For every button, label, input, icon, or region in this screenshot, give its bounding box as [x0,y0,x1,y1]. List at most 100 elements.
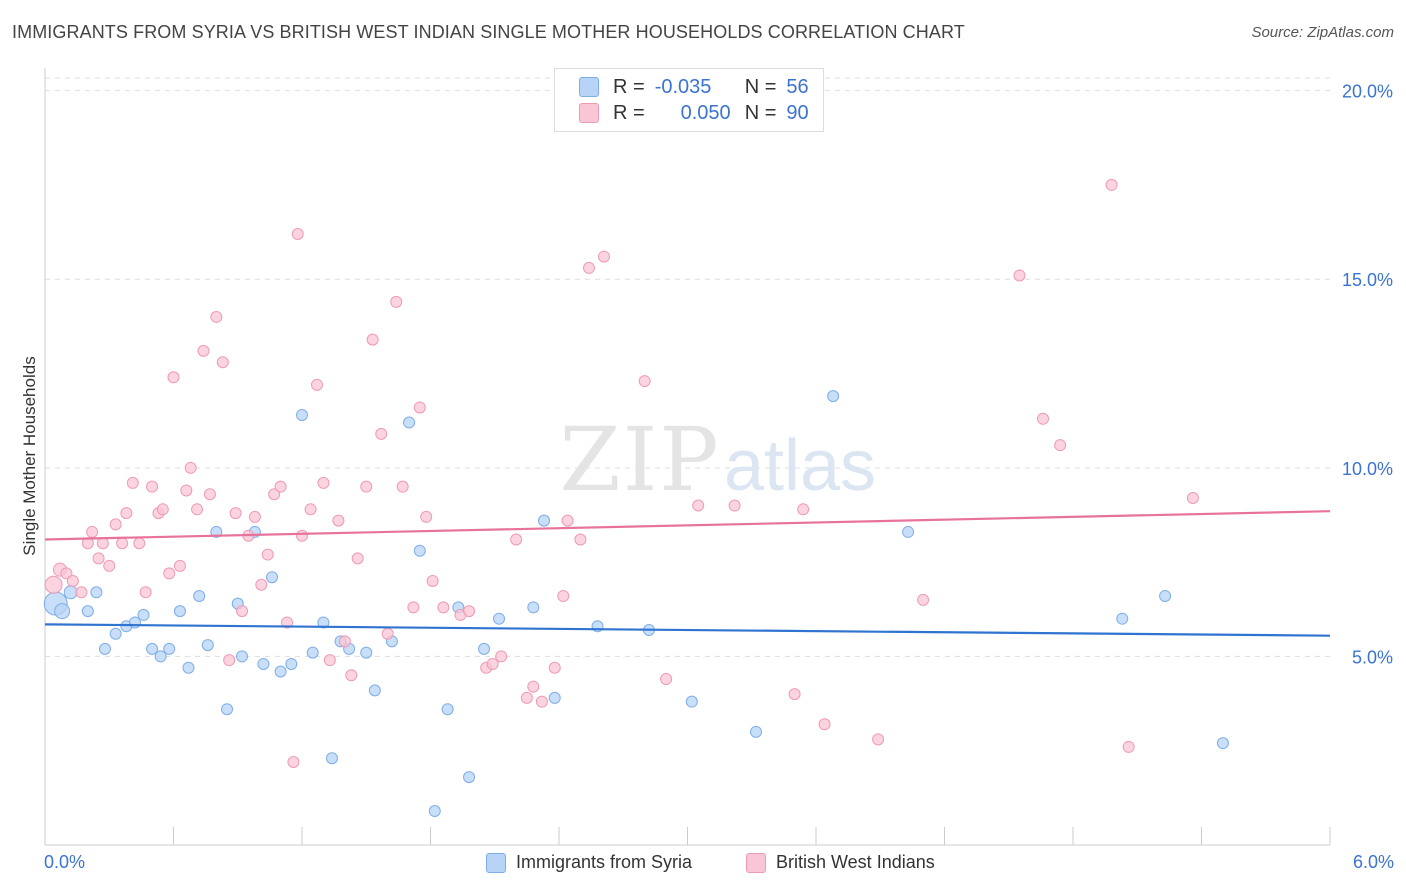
syria-point [1159,590,1172,603]
syria-point [317,616,330,629]
bwi-point [86,525,99,538]
bwi-point [557,590,570,603]
chart-title: IMMIGRANTS FROM SYRIA VS BRITISH WEST IN… [12,22,965,42]
bwi-point [310,378,323,391]
syria-point [296,409,308,422]
bwi-point [75,586,88,599]
bwi-point [520,691,533,704]
syria-point [306,646,319,659]
bwi-point [582,261,595,274]
bwi-point [561,514,574,527]
syria-point [163,642,176,655]
bwi-point [797,503,810,516]
bwi-point [146,480,159,493]
bwi-point [163,567,176,580]
bwi-point [103,559,116,572]
axes [44,68,1331,846]
bwi-point [223,654,236,667]
bwi-point [184,461,197,474]
bwi-point [304,503,317,516]
x-axis-max-label: 6.0% [1352,852,1394,872]
bwi-point [574,533,587,546]
syria-point [368,684,381,697]
bwi-point [66,574,79,587]
bwi-point [437,601,450,614]
bwi-point [381,627,394,640]
bwi-point [788,688,801,701]
y-tick-label: 10.0% [1342,459,1393,479]
bwi-point [535,695,548,708]
syria-point [54,603,71,620]
syria-point [413,544,426,557]
syria-point [493,612,506,625]
syria-point [827,390,840,403]
bwi-point [660,673,673,686]
legend-n-value: 90 [786,101,809,124]
bottom-legend-swatch-pink [746,852,766,873]
bwi-point [287,756,300,769]
bwi-point [332,514,345,527]
bwi-point [375,427,388,440]
syria-point [902,525,915,538]
watermark-zip: ZIP [559,408,720,511]
series-bwi-points [44,178,1199,769]
bwi-point [872,733,885,746]
bottom-legend-label-syria: Immigrants from Syria [516,852,693,872]
bwi-point [173,559,186,572]
syria-point [266,571,279,584]
bwi-point [236,605,249,618]
bwi-point [548,661,561,674]
watermark-atlas: atlas [724,426,876,506]
bwi-point [203,488,216,501]
legend-n-label: N = [744,75,777,98]
bwi-point [296,529,308,542]
bwi-point [323,654,336,667]
bwi-point [728,499,741,512]
y-tick-label: 20.0% [1342,82,1393,102]
trend-lines [44,510,1331,637]
bwi-point [1013,269,1026,282]
bwi-point [1186,491,1199,504]
bwi-point [1054,439,1067,452]
correlation-legend: R = -0.035 N = 56 R = 0.050 N = 90 [554,68,824,132]
legend-swatch-pink [579,103,599,123]
bwi-point [229,507,242,520]
syria-point [274,665,287,678]
bwi-point [156,503,169,516]
bwi-point [248,510,261,523]
bwi-point [413,401,426,414]
bwi-point [351,552,364,565]
syria-point [325,752,338,765]
bwi-point [917,593,930,606]
grid-lines [45,77,1330,657]
bwi-point [281,616,294,629]
legend-r-value: 0.050 [680,101,731,124]
bwi-point [261,548,274,561]
syria-point [137,608,150,621]
bwi-point [291,227,304,240]
syria-point [90,586,103,599]
syria-point [182,661,195,674]
bwi-point [1037,412,1050,425]
bwi-point [1122,740,1135,753]
bwi-point [366,333,379,346]
bwi-point [60,567,73,580]
bwi-point [210,310,223,323]
bwi-point [92,552,105,565]
syria-point [154,650,167,663]
syria-point [173,605,186,618]
bottom-legend-bwi: British West Indians [746,852,935,873]
legend-n-label: N = [744,101,777,124]
legend-row-bwi: R = 0.050 N = 90 [579,101,809,125]
bwi-point [191,503,204,516]
syria-point [1116,612,1129,625]
bwi-point [268,488,281,501]
syria-point [441,703,454,716]
series-syria-points [43,390,1229,818]
syria-point [285,657,298,670]
syria-point [201,639,214,652]
syria-point [1216,737,1229,750]
source-label: Source: ZipAtlas.com [1251,24,1394,41]
bwi-point [126,476,139,489]
